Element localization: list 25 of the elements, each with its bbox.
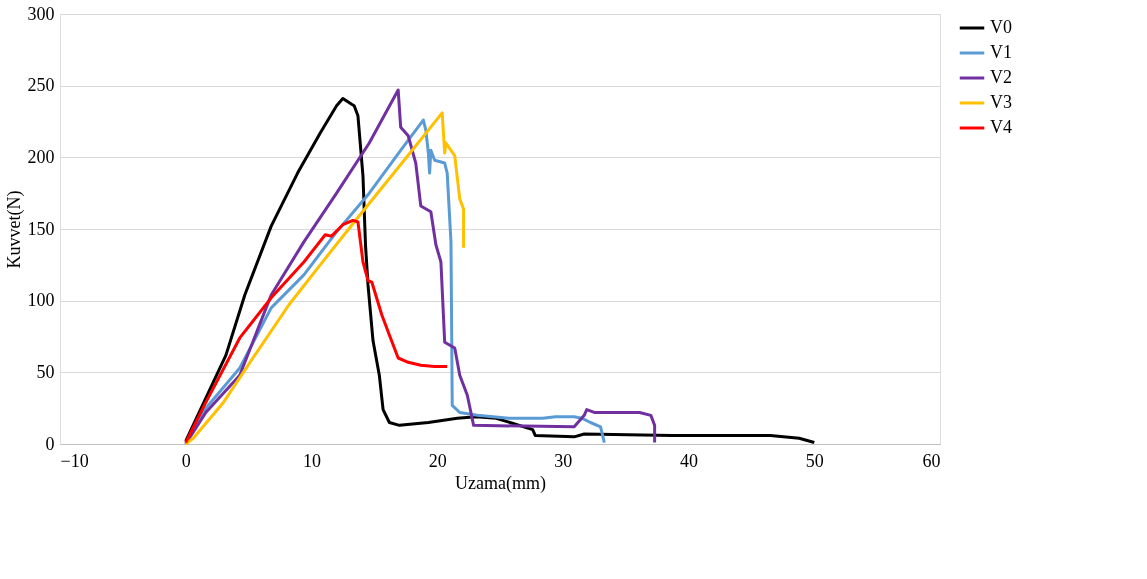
line-series bbox=[184, 111, 466, 446]
legend-label: V1 bbox=[990, 42, 1012, 62]
x-tick-label: −10 bbox=[60, 450, 89, 471]
x-tick-label: 40 bbox=[680, 450, 699, 471]
x-tick-label: 20 bbox=[428, 450, 447, 471]
legend-label: V0 bbox=[990, 17, 1012, 37]
y-tick-label: 100 bbox=[27, 290, 55, 311]
y-tick-label: 0 bbox=[45, 433, 55, 454]
x-tick-label: 60 bbox=[922, 450, 941, 471]
x-tick-label: 0 bbox=[181, 450, 191, 471]
y-tick-label: 50 bbox=[36, 361, 55, 382]
y-axis-title: Kuvvet(N) bbox=[3, 190, 25, 269]
line-series bbox=[184, 218, 449, 445]
legend-label: V2 bbox=[990, 67, 1012, 87]
y-tick-label: 250 bbox=[27, 75, 55, 96]
x-tick-label: 10 bbox=[302, 450, 321, 471]
y-tick-label: 150 bbox=[27, 218, 55, 239]
legend-label: V4 bbox=[990, 117, 1012, 137]
x-tick-label: 50 bbox=[805, 450, 824, 471]
line-series bbox=[184, 97, 816, 445]
x-axis-title: Uzama(mm) bbox=[455, 472, 546, 494]
legend-label: V3 bbox=[990, 92, 1012, 112]
y-tick-label: 300 bbox=[27, 3, 55, 24]
x-tick-label: 30 bbox=[554, 450, 573, 471]
y-tick-label: 200 bbox=[27, 146, 55, 167]
